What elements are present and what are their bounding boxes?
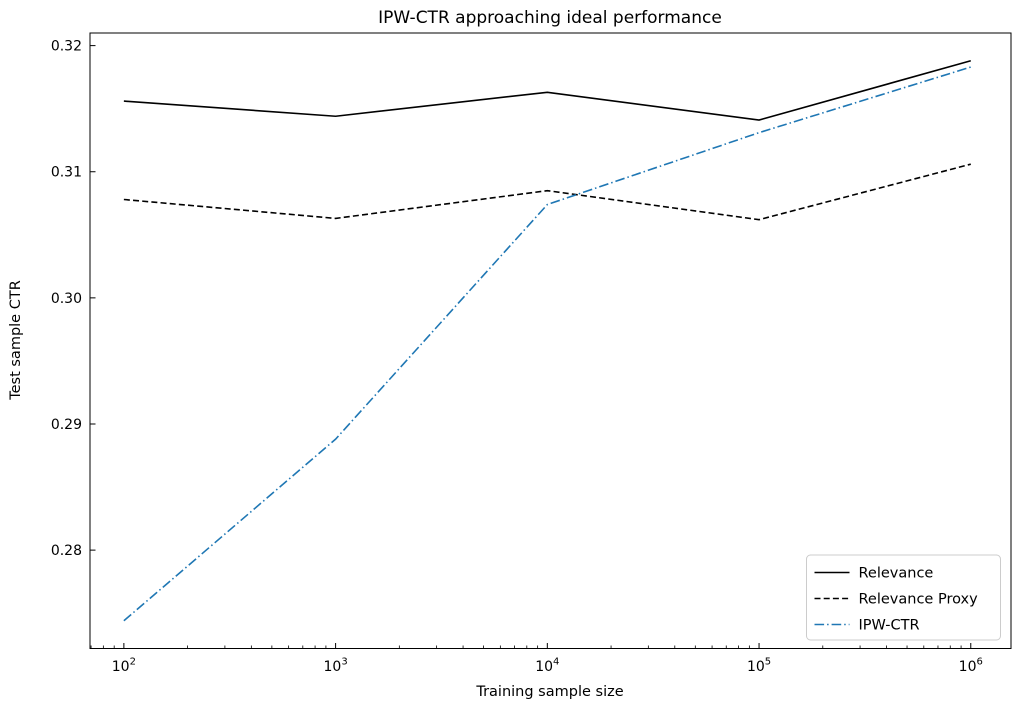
legend-label: Relevance <box>859 566 934 582</box>
legend-label: IPW-CTR <box>859 618 920 634</box>
y-tick-label: 0.31 <box>51 165 82 181</box>
y-axis-label: Test sample CTR <box>8 280 24 401</box>
x-tick-label: 105 <box>747 657 771 676</box>
chart-title: IPW-CTR approaching ideal performance <box>378 8 722 28</box>
legend-box <box>806 554 1001 641</box>
legend: Relevance Relevance Proxy IPW-CTR <box>806 554 1001 641</box>
y-tick-label: 0.30 <box>51 291 82 307</box>
y-tick-label: 0.32 <box>51 39 82 55</box>
plot-frame <box>89 32 1012 649</box>
series-line-relevance <box>123 59 971 121</box>
x-tick-label: 103 <box>323 657 347 676</box>
x-tick-label: 102 <box>112 657 136 676</box>
x-tick-label: 104 <box>535 657 559 676</box>
plot-area: 102 103 104 105 106 0.28 0.29 0.30 0.31 0.32 <box>51 32 1012 676</box>
y-tick-label: 0.28 <box>51 543 82 559</box>
legend-label: Relevance Proxy <box>859 592 979 608</box>
series-line-relevance-proxy <box>123 163 971 221</box>
y-tick-label: 0.29 <box>51 417 82 433</box>
series-line-ipw-ctr <box>123 66 972 622</box>
x-axis-label: Training sample size <box>475 684 623 700</box>
x-tick-label: 106 <box>959 657 983 676</box>
